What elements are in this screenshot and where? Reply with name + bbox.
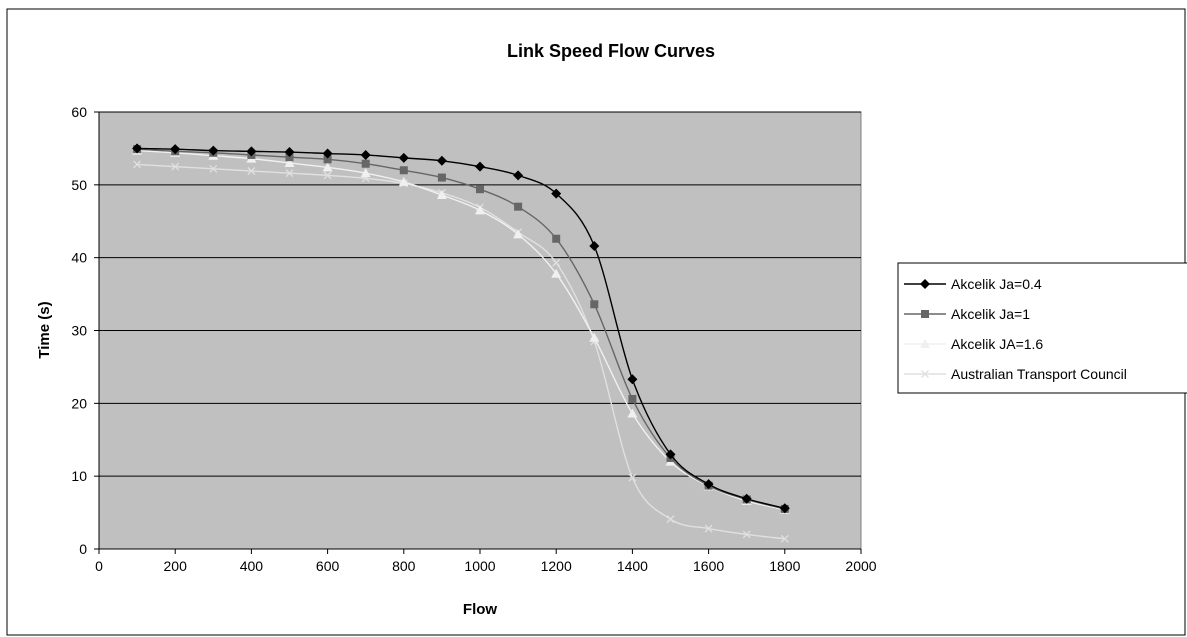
- x-tick-label: 600: [316, 558, 340, 574]
- legend-label: Australian Transport Council: [951, 366, 1127, 382]
- data-point: [398, 152, 409, 163]
- data-point: [742, 530, 751, 539]
- data-point: [323, 155, 332, 164]
- legend-marker: [921, 310, 929, 318]
- y-tick-label: 30: [71, 323, 87, 339]
- data-point: [628, 394, 637, 403]
- data-point: [247, 167, 256, 175]
- data-point: [703, 479, 714, 490]
- data-point: [209, 164, 218, 173]
- data-point: [666, 515, 675, 524]
- data-point: [665, 449, 676, 460]
- data-point: [436, 190, 447, 200]
- y-tick-label: 10: [71, 468, 87, 484]
- data-point: [627, 408, 638, 418]
- x-tick-label: 2000: [845, 558, 876, 574]
- data-point: [322, 162, 333, 172]
- data-point: [208, 145, 219, 156]
- data-point: [513, 229, 524, 239]
- gridlines: [99, 111, 861, 477]
- legend-marker: [920, 339, 930, 348]
- data-point: [589, 241, 600, 252]
- x-tick-label: 1400: [617, 558, 648, 574]
- data-point: [323, 171, 332, 180]
- x-tick-label: 1000: [464, 558, 495, 574]
- y-axis-label: Time (s): [36, 301, 53, 358]
- data-point: [285, 169, 294, 178]
- legend-item: Akcelik Ja=1: [904, 306, 1030, 322]
- chart-title: Link Speed Flow Curves: [507, 41, 715, 61]
- y-tick-label: 40: [71, 250, 87, 266]
- data-point: [436, 155, 447, 166]
- data-point: [171, 162, 180, 171]
- data-point: [399, 166, 408, 175]
- data-point: [285, 153, 294, 162]
- x-tick-label: 1600: [693, 558, 724, 574]
- data-point: [552, 258, 561, 267]
- legend-marker: [921, 370, 929, 378]
- series-1: [132, 143, 790, 514]
- x-tick-label: 800: [392, 558, 416, 574]
- series-layer: [132, 143, 790, 543]
- x-axis-label: Flow: [463, 601, 497, 618]
- data-point: [780, 534, 789, 543]
- data-point: [361, 159, 370, 168]
- data-point: [360, 149, 371, 160]
- x-tick-label: 200: [164, 558, 188, 574]
- y-tick-label: 50: [71, 177, 87, 193]
- legend-label: Akcelik Ja=0.4: [951, 276, 1042, 292]
- x-tick-label: 0: [95, 558, 103, 574]
- data-point: [741, 493, 752, 504]
- data-point: [779, 503, 790, 514]
- data-point: [551, 188, 562, 199]
- data-point: [284, 157, 295, 167]
- data-point: [475, 161, 485, 172]
- data-point: [322, 148, 333, 159]
- data-point: [476, 185, 484, 194]
- data-point: [551, 268, 562, 278]
- data-point: [589, 332, 600, 342]
- data-point: [627, 374, 638, 385]
- data-point: [475, 205, 485, 215]
- x-tick-label: 1200: [541, 558, 572, 574]
- data-point: [132, 143, 143, 154]
- x-tick-label: 1800: [769, 558, 800, 574]
- data-point: [398, 176, 409, 186]
- data-point: [552, 234, 561, 243]
- data-point: [284, 147, 295, 158]
- y-tick-label: 20: [71, 395, 87, 411]
- legend-item: Akcelik Ja=0.4: [904, 276, 1042, 292]
- data-point: [437, 173, 446, 182]
- y-tick-label: 0: [79, 541, 87, 557]
- legend-label: Akcelik JA=1.6: [951, 336, 1043, 352]
- data-point: [360, 168, 371, 178]
- data-point: [133, 160, 142, 169]
- legend-item: Australian Transport Council: [904, 366, 1127, 382]
- x-tick-label: 400: [240, 558, 264, 574]
- data-point: [246, 146, 257, 157]
- x-axis: 0 200 400 600 800 1000 1200 1400 1600 1800 2000: [95, 548, 877, 574]
- legend-label: Akcelik Ja=1: [951, 306, 1030, 322]
- data-point: [514, 202, 523, 211]
- y-tick-label: 60: [71, 104, 87, 120]
- data-point: [590, 300, 599, 309]
- legend-marker: [920, 279, 930, 289]
- data-point: [628, 473, 637, 482]
- data-point: [704, 524, 713, 533]
- y-axis: 0 10 20 30 40 50 60: [71, 104, 100, 557]
- data-point: [513, 170, 524, 181]
- legend-box: [897, 262, 1187, 394]
- data-point: [170, 144, 181, 155]
- legend: Akcelik Ja=0.4 Akcelik Ja=1 Akcelik JA=1.6…: [897, 262, 1187, 394]
- legend-item: Akcelik JA=1.6: [904, 336, 1043, 352]
